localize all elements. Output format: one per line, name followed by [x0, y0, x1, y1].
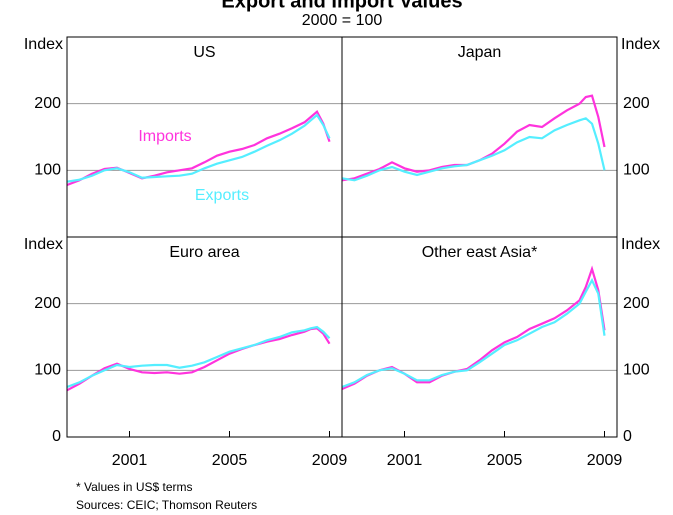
y-tick-label: 200	[623, 95, 650, 112]
y-tick-label: 200	[623, 295, 650, 312]
panel-title: Euro area	[169, 244, 239, 261]
x-tick-label: 2005	[487, 452, 523, 469]
panel-title: Other east Asia*	[422, 244, 538, 261]
footnote: * Values in US$ terms	[76, 480, 193, 494]
x-tick-label: 2009	[587, 452, 623, 469]
chart-title: Export and Import Values	[221, 0, 462, 12]
y-tick-label: 0	[52, 428, 61, 445]
source-note: Sources: CEIC; Thomson Reuters	[76, 498, 257, 512]
panel-title: US	[193, 44, 215, 61]
series-label: Imports	[138, 128, 191, 145]
panel-frame	[66, 236, 343, 438]
series-line	[341, 277, 606, 389]
y-axis-label: Index	[24, 36, 63, 53]
y-axis-label: Index	[621, 236, 660, 253]
x-tick-label: 2005	[212, 452, 248, 469]
series-line	[66, 109, 331, 187]
y-tick-label: 100	[34, 362, 61, 379]
series-label: Exports	[195, 187, 249, 204]
y-tick-label: 100	[623, 162, 650, 179]
y-tick-label: 200	[34, 95, 61, 112]
x-tick-label: 2001	[112, 452, 148, 469]
y-axis-label: Index	[24, 236, 63, 253]
y-axis-label: Index	[621, 36, 660, 53]
x-tick-label: 2009	[312, 452, 348, 469]
x-tick-label: 2001	[387, 452, 423, 469]
series-line	[66, 327, 331, 392]
series-line	[341, 117, 606, 182]
series-line	[66, 113, 331, 183]
y-tick-label: 200	[34, 295, 61, 312]
y-tick-label: 100	[623, 362, 650, 379]
panel-frame	[66, 36, 343, 238]
series-line	[66, 325, 331, 389]
panel-title: Japan	[458, 44, 502, 61]
y-tick-label: 100	[34, 162, 61, 179]
chart-subtitle: 2000 = 100	[302, 12, 383, 29]
panel-frame	[341, 36, 618, 238]
panel-frame	[341, 236, 618, 438]
y-tick-label: 0	[623, 428, 632, 445]
series-line	[341, 94, 606, 182]
